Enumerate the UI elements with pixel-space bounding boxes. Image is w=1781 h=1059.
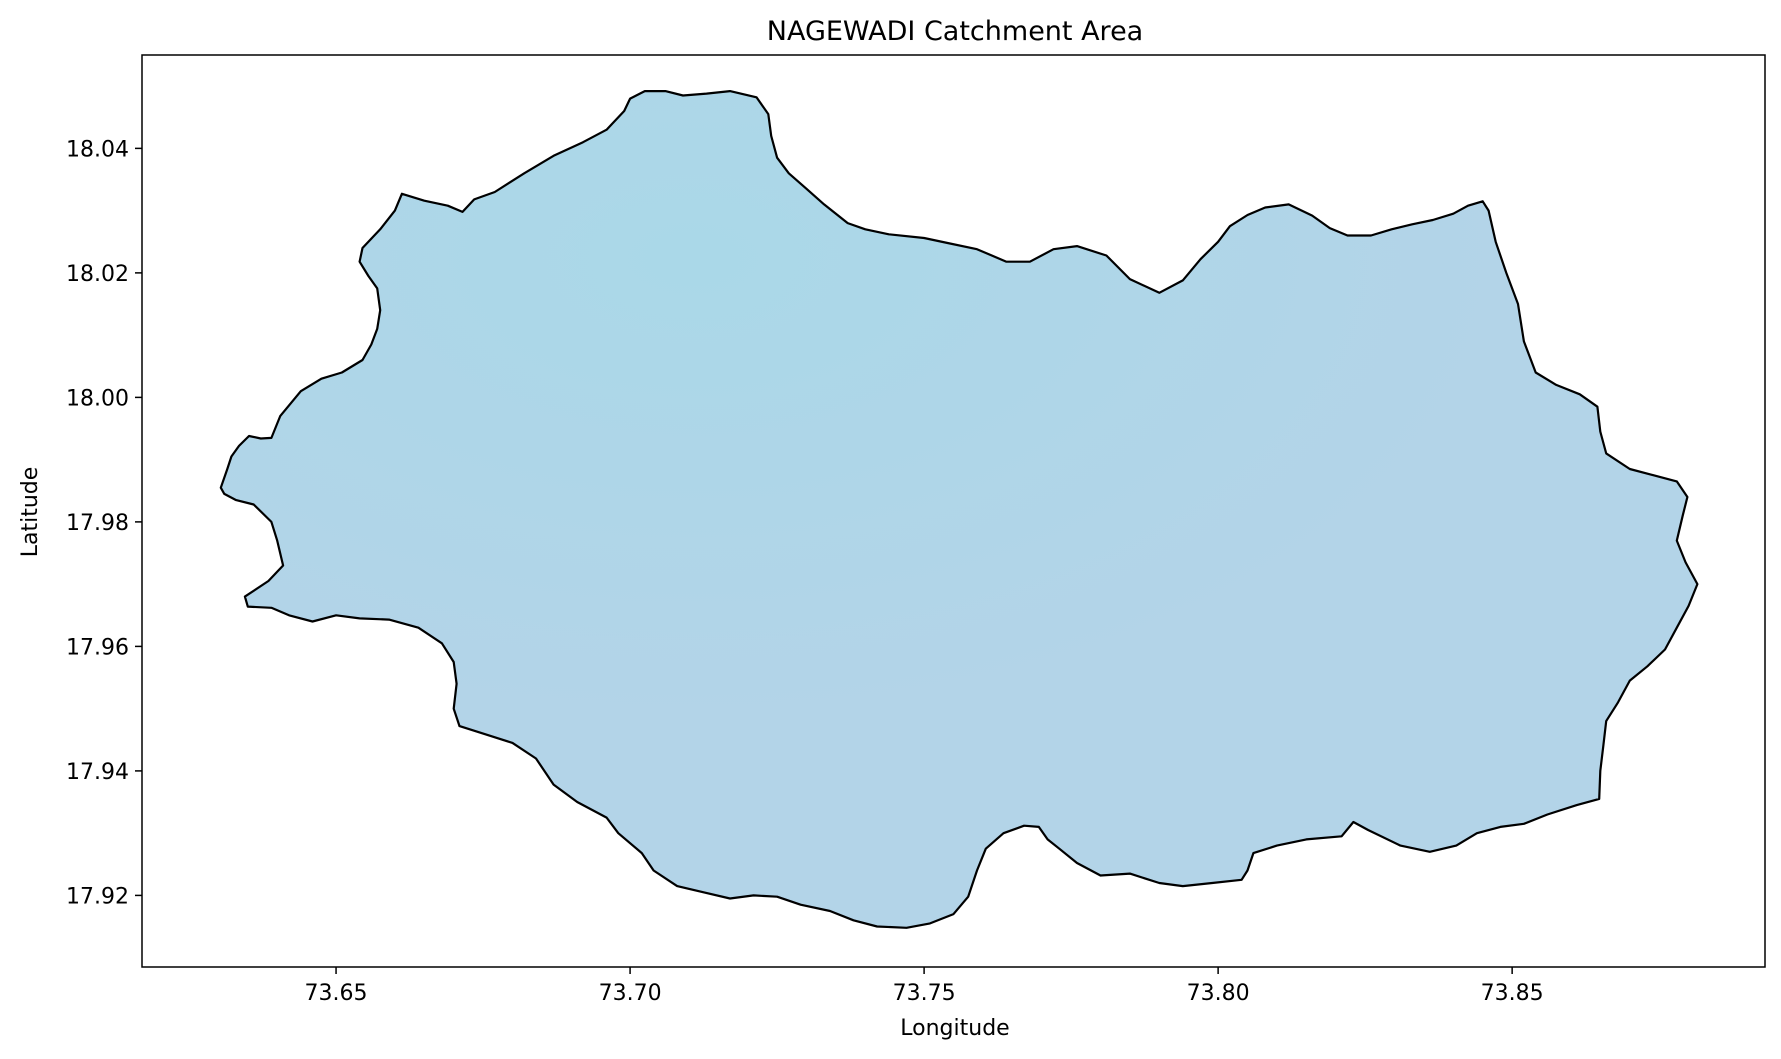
y-tick-label: 18.00 [66,386,129,411]
x-tick-label: 73.80 [1187,981,1250,1006]
y-tick-label: 17.96 [66,635,129,660]
x-tick-label: 73.70 [599,981,662,1006]
x-tick-label: 73.65 [305,981,368,1006]
y-axis-ticks: 17.92 17.94 17.96 17.98 18.00 18.02 18.04 [66,137,142,909]
map-title: NAGEWADI Catchment Area [767,16,1143,47]
catchment-polygon [219,90,1699,929]
y-axis-label: Latitude [18,467,43,558]
x-tick-label: 73.85 [1481,981,1544,1006]
y-tick-label: 18.02 [66,262,129,287]
plot-frame [141,54,1766,968]
y-tick-label: 17.92 [66,884,129,909]
x-axis-ticks: 73.65 73.70 73.75 73.80 73.85 [305,967,1544,1006]
y-tick-label: 17.98 [66,511,129,536]
y-tick-label: 18.04 [66,137,129,162]
x-axis-label: Longitude [900,1016,1009,1041]
x-tick-label: 73.75 [893,981,956,1006]
y-tick-label: 17.94 [66,760,129,785]
map-layer [219,90,1699,929]
